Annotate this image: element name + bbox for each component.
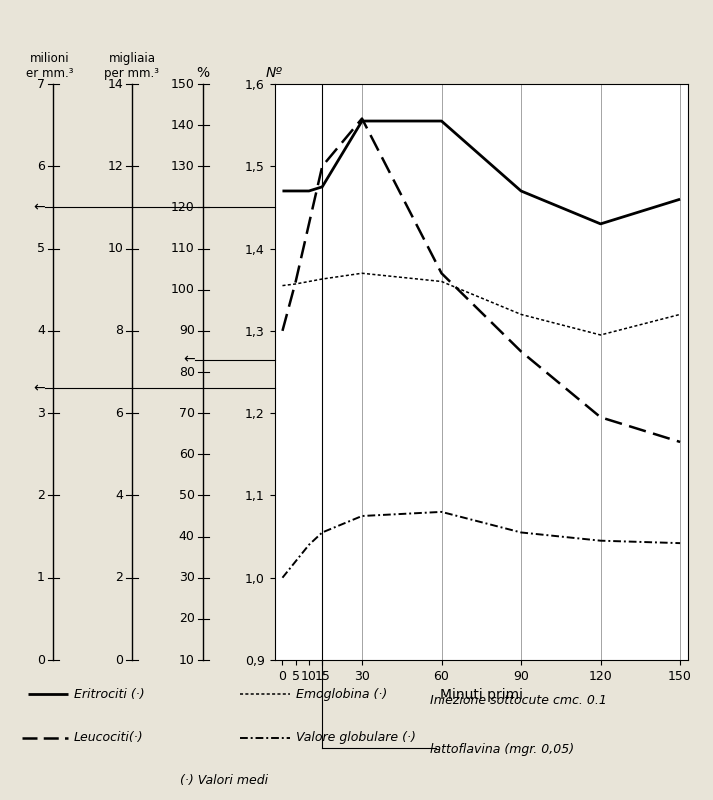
- Text: ←: ←: [34, 382, 45, 395]
- Text: Emoglobina (·): Emoglobina (·): [296, 688, 387, 701]
- Text: 130: 130: [171, 160, 195, 173]
- Text: ←: ←: [34, 201, 45, 214]
- Text: Iniezione sottocute cmc. 0.1: Iniezione sottocute cmc. 0.1: [430, 694, 607, 707]
- Text: milioni
er mm.³: milioni er mm.³: [26, 52, 73, 80]
- Text: 5: 5: [37, 242, 45, 255]
- Text: 40: 40: [179, 530, 195, 543]
- Text: 6: 6: [116, 406, 123, 420]
- Text: Eritrociti (·): Eritrociti (·): [74, 688, 145, 701]
- Text: 7: 7: [37, 78, 45, 90]
- Text: 150: 150: [171, 78, 195, 90]
- Text: 50: 50: [179, 489, 195, 502]
- Text: 0: 0: [37, 654, 45, 666]
- Text: Valore globulare (·): Valore globulare (·): [296, 731, 416, 745]
- Text: 2: 2: [37, 489, 45, 502]
- Text: ←: ←: [183, 353, 195, 366]
- Text: 20: 20: [179, 612, 195, 626]
- Text: Leucociti(·): Leucociti(·): [74, 731, 143, 745]
- Text: 1: 1: [37, 571, 45, 584]
- Text: 8: 8: [116, 324, 123, 338]
- Text: 120: 120: [171, 201, 195, 214]
- Text: 30: 30: [179, 571, 195, 584]
- Text: 6: 6: [37, 160, 45, 173]
- Text: %: %: [197, 66, 210, 80]
- Text: 12: 12: [108, 160, 123, 173]
- Text: 14: 14: [108, 78, 123, 90]
- Text: 10: 10: [179, 654, 195, 666]
- Text: 4: 4: [37, 324, 45, 338]
- Text: 70: 70: [179, 406, 195, 420]
- Text: Nº: Nº: [266, 66, 283, 80]
- Text: 100: 100: [171, 283, 195, 296]
- Text: 2: 2: [116, 571, 123, 584]
- Text: 140: 140: [171, 118, 195, 132]
- Text: 0: 0: [116, 654, 123, 666]
- Text: 4: 4: [116, 489, 123, 502]
- Text: 60: 60: [179, 448, 195, 461]
- Text: (·) Valori medi: (·) Valori medi: [180, 774, 268, 786]
- Text: 3: 3: [37, 406, 45, 420]
- Text: 90: 90: [179, 324, 195, 338]
- Text: migliaia
per mm.³: migliaia per mm.³: [104, 52, 160, 80]
- X-axis label: Minuti primi: Minuti primi: [440, 688, 523, 702]
- Text: lattoflavina (mgr. 0,05): lattoflavina (mgr. 0,05): [430, 743, 574, 756]
- Text: 80: 80: [179, 366, 195, 378]
- Text: 110: 110: [171, 242, 195, 255]
- Text: 10: 10: [108, 242, 123, 255]
